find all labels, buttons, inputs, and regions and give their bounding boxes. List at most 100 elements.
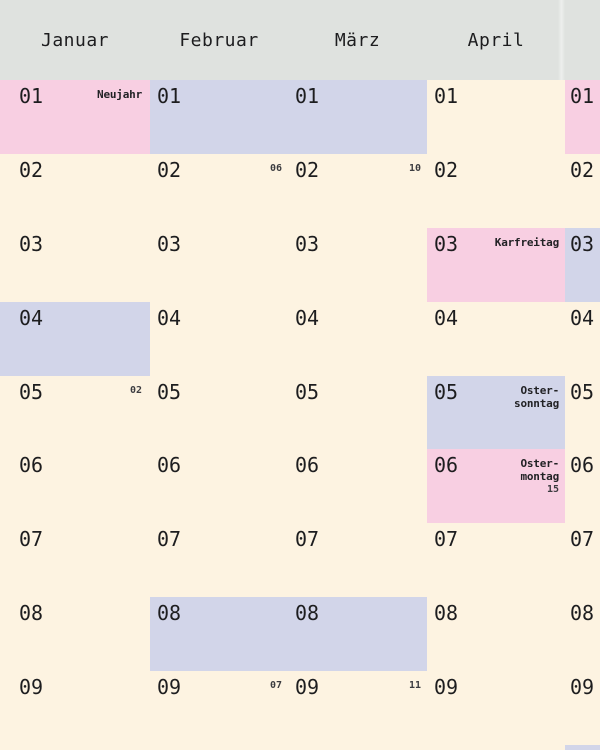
day-cell: 02 10 (288, 153, 427, 228)
day-number: 08 (295, 601, 320, 626)
day-number: 05 (434, 379, 459, 404)
week-number: 02 (129, 384, 142, 396)
day-number: 01 (434, 84, 459, 108)
day-cell: 08 (288, 597, 427, 672)
day-number: 04 (19, 305, 44, 330)
day-cell: 04 (427, 301, 565, 376)
day-number: 08 (19, 601, 44, 626)
day-cell: 04 (288, 301, 427, 376)
day-number: 08 (570, 601, 595, 626)
holiday-label: Oster- montag (520, 457, 559, 484)
day-number: 05 (19, 379, 44, 404)
day-cell: 01 (427, 80, 565, 154)
day-number: 07 (570, 527, 595, 552)
day-number: 05 (570, 379, 595, 404)
day-cell: 10 (565, 745, 600, 750)
month-header: März (288, 0, 427, 80)
day-number: 06 (434, 453, 459, 478)
day-number: 01 (295, 84, 320, 108)
day-cell: 03 Karfreitag (427, 227, 565, 302)
day-cell: 01 (565, 80, 600, 154)
day-number: 03 (157, 231, 182, 256)
day-number: 09 (157, 675, 182, 700)
day-cell: 05 (288, 375, 427, 450)
week-number: 10 (408, 162, 421, 174)
holiday-label: Oster- sonntag (514, 383, 559, 410)
month-label: Februar (179, 29, 259, 51)
day-cell: 05 (565, 375, 600, 450)
day-cell: 09 (427, 671, 565, 746)
day-number: 02 (434, 157, 459, 182)
day-number: 04 (295, 305, 320, 330)
day-cell: 10 (0, 745, 150, 750)
day-number: 02 (19, 157, 44, 182)
day-cell: 05 Oster- sonntag (427, 375, 565, 450)
day-number: 03 (434, 231, 459, 256)
day-cell: 06 Oster- montag 15 (427, 449, 565, 524)
week-number: 06 (269, 162, 282, 174)
day-cell: 07 (565, 523, 600, 598)
day-cell: 01 (288, 80, 427, 154)
day-number: 07 (19, 527, 44, 552)
day-annotations: 10 (409, 162, 421, 175)
month-header: Januar (0, 0, 150, 80)
day-cell: 09 (565, 671, 600, 746)
week-number: 15 (546, 484, 559, 496)
day-cell: 07 (288, 523, 427, 598)
month-header (565, 0, 600, 80)
day-number: 03 (19, 231, 44, 256)
day-cell: 06 (288, 449, 427, 524)
day-number: 08 (434, 601, 459, 626)
day-cell: 03 (288, 227, 427, 302)
day-number: 07 (434, 527, 459, 552)
day-annotations: Karfreitag (495, 236, 559, 249)
month-label: April (467, 29, 525, 51)
day-cell: 08 (150, 597, 288, 672)
day-number: 03 (295, 231, 320, 256)
day-number: 01 (570, 84, 595, 108)
day-annotations: Neujahr (97, 88, 142, 101)
day-number: 09 (295, 675, 320, 700)
day-cell: 06 (0, 449, 150, 524)
day-number: 06 (295, 453, 320, 478)
holiday-label: Neujahr (97, 88, 142, 101)
month-header: Februar (150, 0, 288, 80)
day-cell: 10 (288, 745, 427, 750)
month-header: April (427, 0, 565, 80)
day-number: 05 (295, 379, 320, 404)
day-cell: 01 Neujahr (0, 80, 150, 154)
day-annotations: 11 (409, 679, 421, 692)
day-number: 06 (19, 453, 44, 478)
day-annotations: Oster- montag 15 (520, 457, 559, 496)
day-cell: 03 (150, 227, 288, 302)
day-number: 02 (295, 157, 320, 182)
day-number: 03 (570, 231, 595, 256)
day-number: 01 (157, 84, 182, 108)
day-number: 07 (295, 527, 320, 552)
holiday-label: Karfreitag (494, 235, 559, 249)
day-cell: 09 (0, 671, 150, 746)
day-cell: 05 (150, 375, 288, 450)
day-number: 09 (434, 675, 459, 700)
day-cell: 07 (150, 523, 288, 598)
day-cell: 07 (0, 523, 150, 598)
day-number: 04 (570, 305, 595, 330)
day-annotations: 02 (130, 384, 142, 397)
day-number: 05 (157, 379, 182, 404)
day-cell: 02 (0, 153, 150, 228)
month-label: März (334, 29, 381, 51)
day-number: 06 (570, 453, 595, 478)
day-number: 01 (19, 84, 44, 108)
day-annotations: 06 (270, 162, 282, 175)
day-cell: 08 (565, 597, 600, 672)
day-cell: 02 06 (150, 153, 288, 228)
day-number: 04 (434, 305, 459, 330)
day-cell: 09 11 (288, 671, 427, 746)
week-number: 07 (269, 680, 282, 692)
day-cell: 04 (0, 301, 150, 376)
day-cell: 06 (565, 449, 600, 524)
day-annotations: Oster- sonntag (514, 384, 559, 410)
day-cell: 01 (150, 80, 288, 154)
